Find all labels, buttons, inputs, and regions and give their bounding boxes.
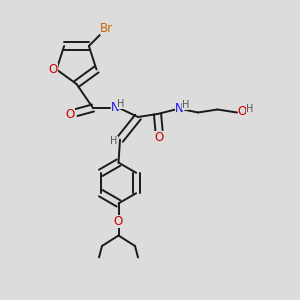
Text: O: O [238,105,247,119]
Text: N: N [175,102,184,116]
Text: Br: Br [100,22,113,34]
Text: H: H [246,104,253,114]
Text: O: O [154,130,164,144]
Text: N: N [110,101,119,114]
Text: H: H [110,136,118,146]
Text: O: O [114,215,123,228]
Text: O: O [66,107,75,121]
Text: H: H [182,100,189,110]
Text: H: H [117,99,124,109]
Text: O: O [48,63,58,76]
